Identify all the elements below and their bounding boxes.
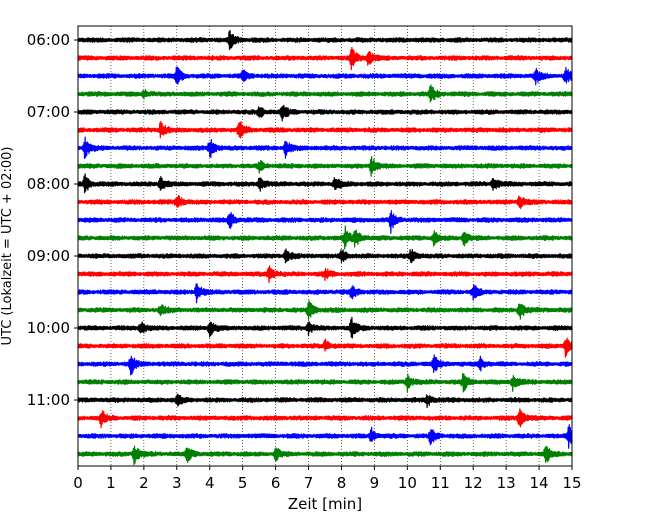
x-tick-label: 2	[139, 474, 149, 492]
x-tick-label: 1	[106, 474, 116, 492]
plot-background	[78, 26, 572, 466]
x-tick-label: 9	[370, 474, 380, 492]
seismic-trace-0845	[77, 225, 573, 250]
x-tick-label: 13	[497, 474, 516, 492]
y-tick-label: 11:00	[27, 391, 70, 409]
seismic-trace-1000	[77, 316, 573, 339]
x-tick-label: 5	[238, 474, 248, 492]
x-tick-label: 15	[562, 474, 581, 492]
x-axis-ticks: 0 1 2 3 4 5 6 7 8 9 10 11 12 13 14 15	[73, 466, 582, 492]
seismic-trace-0715	[77, 120, 573, 139]
seismic-trace-1100	[77, 393, 573, 409]
x-tick-label: 6	[271, 474, 281, 492]
seismic-trace-1015	[77, 337, 573, 358]
grid-lines	[110, 26, 540, 466]
seismic-trace-0800	[77, 173, 573, 194]
y-tick-label: 09:00	[27, 247, 70, 265]
x-tick-label: 8	[337, 474, 347, 492]
seismic-trace-0930	[77, 283, 573, 304]
seismic-trace-0600	[77, 29, 573, 51]
seismic-trace-0615	[77, 46, 573, 71]
seismic-trace-1045	[77, 373, 573, 393]
x-tick-label: 0	[73, 474, 83, 492]
y-axis-label: UTC (Lokalzeit = UTC + 02:00)	[0, 147, 15, 346]
seismic-trace-1115	[77, 408, 573, 429]
seismic-trace-0915	[77, 265, 573, 284]
seismic-traces	[77, 29, 573, 466]
x-tick-label: 4	[205, 474, 215, 492]
y-tick-label: 07:00	[27, 103, 70, 121]
x-tick-label: 11	[431, 474, 450, 492]
x-tick-label: 14	[530, 474, 549, 492]
seismic-trace-1130	[77, 424, 573, 449]
x-tick-label: 12	[464, 474, 483, 492]
x-tick-label: 7	[304, 474, 314, 492]
seismic-trace-0900	[77, 248, 573, 264]
x-tick-label: 3	[172, 474, 182, 492]
y-axis-ticks: 06:00 07:00 08:00 09:00 10:00 11:00	[27, 31, 78, 409]
x-tick-label: 10	[398, 474, 417, 492]
seismic-trace-0630	[77, 66, 573, 86]
x-axis-label: Zeit [min]	[288, 495, 362, 513]
seismic-trace-0945	[77, 300, 573, 320]
seismic-trace-0730	[77, 136, 573, 160]
seismic-trace-0700	[77, 104, 573, 122]
y-tick-label: 10:00	[27, 319, 70, 337]
seismic-trace-0745	[77, 156, 573, 177]
seismic-trace-1145	[77, 445, 573, 466]
y-tick-label: 06:00	[27, 31, 70, 49]
seismic-trace-0815	[77, 194, 573, 210]
y-tick-label: 08:00	[27, 175, 70, 193]
seismic-trace-0645	[77, 84, 573, 103]
plot-frame	[77, 25, 573, 467]
seismic-trace-0830	[77, 210, 573, 234]
seismic-trace-1030	[77, 354, 573, 376]
